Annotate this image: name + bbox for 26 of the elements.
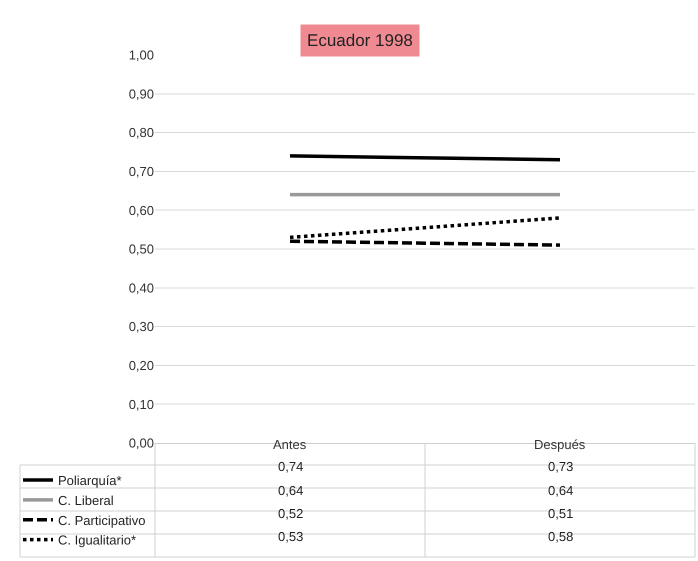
y-tick-label: 0,10 — [128, 396, 154, 412]
y-tick-label: 0,90 — [128, 86, 154, 102]
x-tick-label: Después — [534, 437, 586, 452]
y-tick-label: 1,00 — [128, 48, 154, 63]
data-label: 0,74 — [278, 459, 304, 474]
data-label: 0,73 — [548, 459, 574, 474]
legend-label: Poliarquía* — [58, 473, 122, 488]
chart-title: Ecuador 1998 — [307, 31, 413, 50]
legend-label: C. Liberal — [58, 492, 114, 508]
data-label: 0,64 — [548, 483, 574, 498]
data-label: 0,53 — [278, 529, 304, 544]
data-label: 0,58 — [548, 529, 574, 544]
x-tick-label: Antes — [273, 437, 307, 452]
y-tick-label: 0,00 — [128, 436, 154, 451]
data-label: 0,52 — [278, 506, 304, 521]
y-tick-label: 0,20 — [128, 358, 154, 373]
y-tick-label: 0,70 — [128, 164, 154, 179]
y-tick-label: 0,40 — [128, 280, 154, 296]
y-tick-label: 0,60 — [128, 202, 154, 218]
y-tick-label: 0,50 — [128, 242, 154, 257]
legend-label: C. Participativo — [58, 512, 146, 528]
legend-label: C. Igualitario* — [58, 532, 136, 548]
y-tick-label: 0,30 — [128, 319, 154, 334]
data-label: 0,64 — [278, 483, 304, 498]
y-tick-label: 0,80 — [128, 125, 154, 140]
data-label: 0,51 — [548, 506, 574, 521]
